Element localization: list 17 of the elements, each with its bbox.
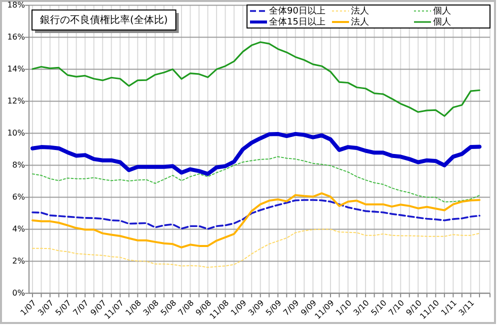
y-tick-label: 14% bbox=[7, 64, 26, 74]
text: 銀行の不良債権比率(全体比) bbox=[40, 14, 168, 26]
y-tick-label: 10% bbox=[7, 128, 26, 138]
legend-label: 法人 bbox=[351, 5, 369, 16]
y-tick-label: 16% bbox=[7, 32, 26, 42]
y-tick-label: 6% bbox=[12, 192, 26, 202]
legend-label: 全体15日以上 bbox=[269, 16, 326, 28]
y-tick-label: 8% bbox=[12, 160, 26, 170]
y-tick-label: 4% bbox=[12, 224, 26, 234]
legend-label: 個人 bbox=[433, 16, 451, 28]
legend-label: 全体90日以上 bbox=[269, 5, 326, 16]
y-tick-label: 0% bbox=[12, 288, 26, 298]
y-tick-label: 2% bbox=[12, 256, 26, 266]
legend-label: 法人 bbox=[351, 16, 369, 28]
y-tick-label: 12% bbox=[7, 96, 26, 106]
y-tick-label: 18% bbox=[7, 0, 26, 10]
legend-label: 個人 bbox=[433, 5, 451, 16]
